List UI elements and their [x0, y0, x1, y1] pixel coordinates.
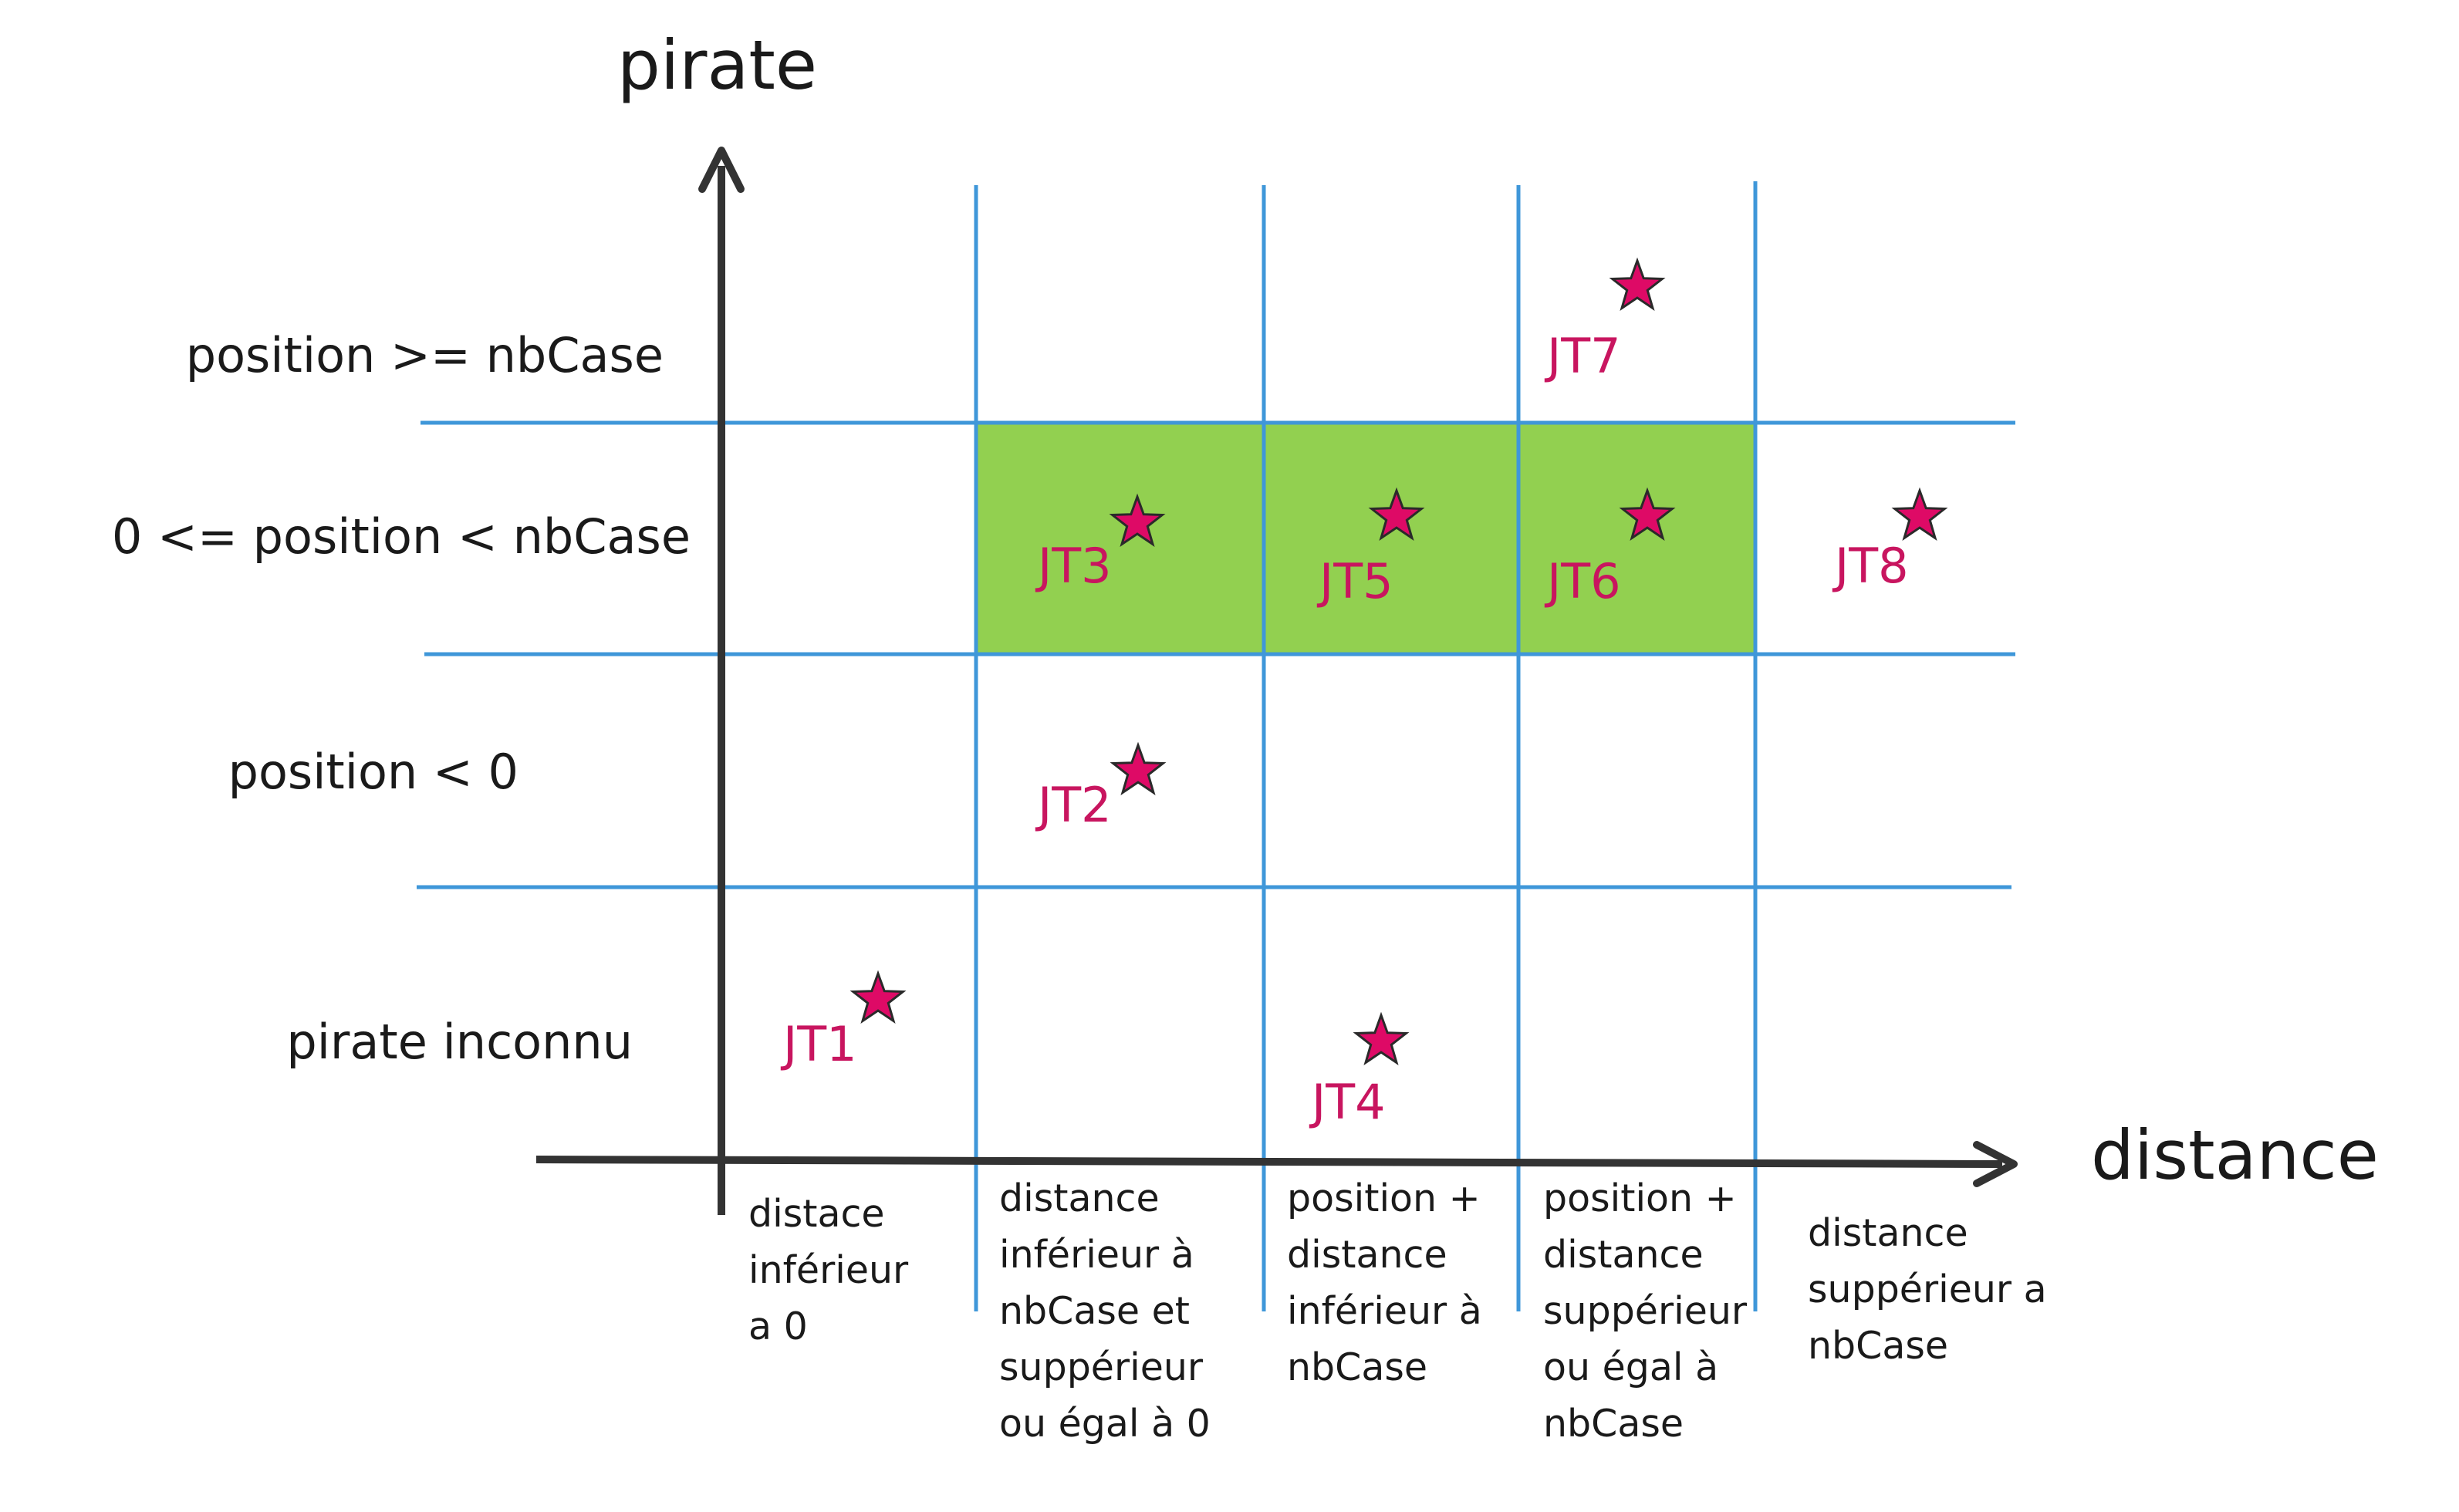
column-label-line: inférieur — [748, 1248, 909, 1292]
test-case-label: JT1 — [780, 1016, 857, 1072]
column-label-line: distance — [1287, 1233, 1447, 1277]
test-case: JT1 — [780, 970, 907, 1072]
column-label-line: distance — [999, 1176, 1160, 1220]
row-label: position >= nbCase — [186, 327, 664, 383]
column-labels: distace inférieur a 0 distance inférieur à nb… — [748, 1176, 2047, 1446]
test-case-label: JT3 — [1035, 538, 1112, 594]
column-label-line: nbCase — [1543, 1402, 1684, 1446]
star-icon — [850, 970, 907, 1024]
column-label-line: ou égal à 0 — [999, 1402, 1211, 1446]
star-icon — [1619, 487, 1676, 542]
test-case-label: JT4 — [1309, 1074, 1386, 1130]
column-label-line: suppérieur — [999, 1345, 1204, 1389]
column-label-line: a 0 — [748, 1304, 808, 1348]
star-icon — [1110, 741, 1167, 796]
y-axis-title: pirate — [617, 25, 817, 105]
x-axis-arrowhead — [1973, 1141, 2018, 1187]
test-case-label: JT2 — [1035, 777, 1112, 833]
column-label-line: suppérieur a — [1808, 1267, 2047, 1311]
column-label-line: nbCase — [1287, 1345, 1427, 1389]
column-label-line: position + — [1287, 1176, 1481, 1220]
row-label: position < 0 — [228, 744, 518, 800]
column-label: position + distance suppérieur ou égal à nbC… — [1543, 1176, 1748, 1446]
test-cases: JT1 JT2 JT3 JT4 JT5 JT6 JT7 JT8 — [780, 257, 1948, 1130]
test-case: JT2 — [1035, 741, 1167, 833]
column-label-line: nbCase — [1808, 1324, 1948, 1368]
star-icon — [1109, 493, 1166, 548]
grid-lines — [417, 181, 2015, 1311]
column-label-line: nbCase et — [999, 1289, 1190, 1333]
row-labels: position >= nbCase 0 <= position < nbCase… — [112, 327, 691, 1070]
column-label-line: inférieur à — [999, 1233, 1194, 1277]
test-case: JT6 — [1544, 487, 1676, 609]
star-icon — [1891, 487, 1948, 542]
test-case-label: JT6 — [1544, 553, 1621, 609]
row-label: pirate inconnu — [286, 1014, 633, 1070]
row-label: 0 <= position < nbCase — [112, 508, 691, 565]
test-case: JT7 — [1544, 257, 1666, 384]
test-case: JT3 — [1035, 493, 1166, 594]
column-label: position + distance inférieur à nbCase — [1287, 1176, 1482, 1389]
column-label: distance inférieur à nbCase et suppérieur ou… — [999, 1176, 1211, 1446]
test-case: JT8 — [1832, 487, 1948, 594]
x-axis-title: distance — [2091, 1115, 2379, 1195]
test-case-label: JT5 — [1316, 553, 1393, 609]
valid-region-highlight — [974, 420, 1758, 656]
test-case-label: JT7 — [1544, 328, 1621, 384]
column-label-line: distance — [1543, 1233, 1704, 1277]
column-label: distace inférieur a 0 — [748, 1192, 909, 1348]
test-case: JT5 — [1316, 487, 1425, 609]
column-label-line: position + — [1543, 1176, 1737, 1220]
star-icon — [1368, 487, 1425, 542]
column-label: distance suppérieur a nbCase — [1808, 1211, 2047, 1368]
column-label-line: ou égal à — [1543, 1345, 1718, 1389]
star-icon — [1609, 257, 1666, 312]
column-label-line: suppérieur — [1543, 1289, 1748, 1333]
x-axis-line — [535, 1156, 2003, 1168]
column-label-line: distace — [748, 1192, 885, 1236]
test-case: JT4 — [1309, 1011, 1410, 1130]
y-axis — [698, 147, 745, 1215]
column-label-line: distance — [1808, 1211, 1968, 1255]
x-axis — [535, 1141, 2018, 1187]
column-label-line: inférieur à — [1287, 1289, 1482, 1333]
test-case-label: JT8 — [1832, 538, 1909, 594]
star-icon — [1353, 1011, 1410, 1066]
y-axis-arrowhead — [698, 147, 745, 193]
